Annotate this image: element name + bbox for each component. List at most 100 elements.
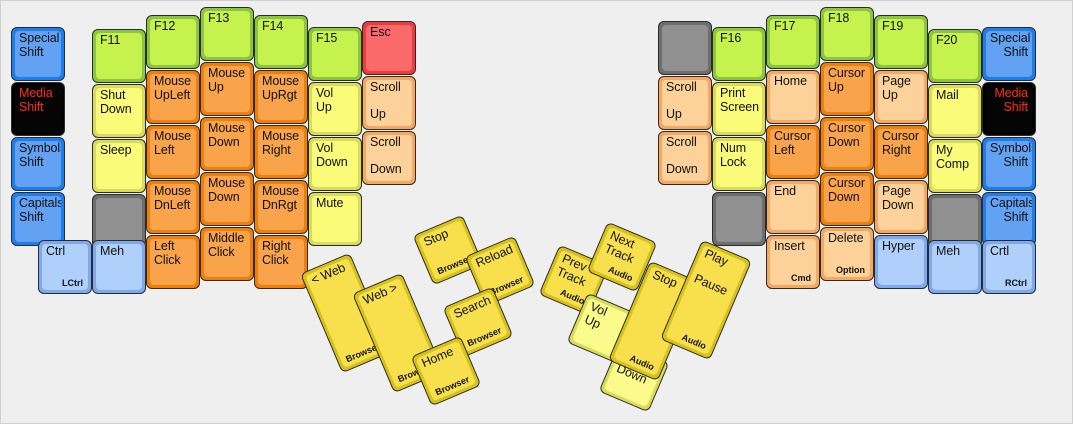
col-ring-key-4[interactable]: Left Click (146, 235, 200, 289)
key-label: Mouse UpRgt (262, 74, 300, 102)
col-middle-r-key-4[interactable]: Delete Option (820, 227, 874, 281)
col-index-inner-r-key-2[interactable]: Num Lock (712, 137, 766, 191)
col-ring-key-2[interactable]: Mouse Left (146, 125, 200, 179)
key-label: F13 (208, 11, 230, 25)
col-pinky-key-1[interactable]: Shut Down (92, 84, 146, 138)
col-ring-key-3[interactable]: Mouse DnLeft (146, 180, 200, 234)
key-label: Cursor Down (828, 121, 865, 149)
key-cap: Capitals Shift (15, 196, 61, 242)
col-pinky-outer-key-1[interactable]: Media Shift (11, 82, 65, 136)
col-pinky-r-key-1[interactable]: Mail (928, 84, 982, 138)
col-index-r-key-0[interactable]: F17 (766, 15, 820, 69)
col-pinky-outer-r-key-1[interactable]: Media Shift (982, 82, 1036, 136)
key-cap: Stop Browser (417, 219, 479, 281)
key-label: Web > (360, 280, 400, 308)
key-cap: Scroll Up (662, 80, 708, 126)
col-middle-key-4[interactable]: Middle Click (200, 227, 254, 281)
col-ring-r-key-3[interactable]: Page Down (874, 180, 928, 234)
col-middle-r-key-1[interactable]: Cursor Up (820, 62, 874, 116)
col-ring-key-1[interactable]: Mouse UpLeft (146, 70, 200, 124)
col-middle-key-1[interactable]: Mouse Up (200, 62, 254, 116)
col-index-key-0[interactable]: F14 (254, 15, 308, 69)
col-extra-key-1[interactable]: Scroll Up (362, 76, 416, 130)
col-extra-key-0[interactable]: Esc (362, 21, 416, 75)
col-ring-key-0[interactable]: F12 (146, 15, 200, 69)
col-index-r-key-2[interactable]: Cursor Left (766, 125, 820, 179)
key-label: Mouse Up (208, 66, 246, 94)
key-sublabel: Audio (628, 353, 656, 373)
col-ring-r-key-4[interactable]: Hyper (874, 235, 928, 289)
col-pinky-r-key-2[interactable]: My Comp (928, 139, 982, 193)
key-cap: Media Shift (15, 86, 61, 132)
col-pinky-r-key-0[interactable]: F20 (928, 29, 982, 83)
key-ctrl-r[interactable]: Crtl RCtrl (982, 240, 1036, 294)
col-middle-key-3[interactable]: Mouse Down (200, 172, 254, 226)
key-label: Mouse DnLeft (154, 184, 192, 212)
col-ring-r-key-0[interactable]: F19 (874, 15, 928, 69)
col-middle-key-0[interactable]: F13 (200, 7, 254, 61)
col-extra-r-key-1[interactable]: Scroll Up (658, 76, 712, 130)
key-cap: Mail (932, 88, 978, 134)
key-label: Vol Down (316, 141, 348, 169)
col-ring-r-key-1[interactable]: Page Up (874, 70, 928, 124)
col-index-r-key-1[interactable]: Home (766, 70, 820, 124)
key-cap: Symbols Shift (15, 141, 61, 187)
key-label: Mute (316, 196, 344, 210)
col-index-r-key-4[interactable]: Insert Cmd (766, 235, 820, 289)
col-middle-r-key-2[interactable]: Cursor Down (820, 117, 874, 171)
key-label: End (774, 184, 796, 198)
col-pinky-outer-r-key-3[interactable]: Capitals Shift (982, 192, 1036, 246)
key-meh[interactable]: Meh (92, 240, 146, 294)
key-label: Cursor Down (828, 176, 865, 204)
col-extra-key-2[interactable]: Scroll Down (362, 131, 416, 185)
key-cap: F14 (258, 19, 304, 65)
col-middle-key-2[interactable]: Mouse Down (200, 117, 254, 171)
col-extra-r-key-0[interactable] (658, 21, 712, 75)
col-index-inner-r-key-3[interactable] (712, 192, 766, 246)
col-index-inner-r-key-1[interactable]: Print Screen (712, 82, 766, 136)
key-meh-r[interactable]: Meh (928, 240, 982, 294)
col-pinky-outer-key-3[interactable]: Capitals Shift (11, 192, 65, 246)
col-index-inner-key-1[interactable]: Vol Up (308, 82, 362, 136)
col-index-key-1[interactable]: Mouse UpRgt (254, 70, 308, 124)
key-cap: F18 (824, 11, 870, 57)
col-index-key-4[interactable]: Right Click (254, 235, 308, 289)
key-sublabel: LCtrl (62, 278, 83, 288)
key-ctrl[interactable]: Ctrl LCtrl (38, 240, 92, 294)
col-ring-r-key-2[interactable]: Cursor Right (874, 125, 928, 179)
col-pinky-outer-key-0[interactable]: Special Shift (11, 27, 65, 81)
col-middle-r-key-3[interactable]: Cursor Down (820, 172, 874, 226)
col-pinky-key-0[interactable]: F11 (92, 29, 146, 83)
col-extra-r-key-2[interactable]: Scroll Down (658, 131, 712, 185)
key-cap: F12 (150, 19, 196, 65)
col-index-key-2[interactable]: Mouse Right (254, 125, 308, 179)
col-index-inner-key-3[interactable]: Mute (308, 192, 362, 246)
col-pinky-outer-r-key-0[interactable]: Special Shift (982, 27, 1036, 81)
key-cap (96, 198, 142, 244)
col-index-r-key-3[interactable]: End (766, 180, 820, 234)
col-pinky-key-3[interactable] (92, 194, 146, 248)
col-index-inner-key-2[interactable]: Vol Down (308, 137, 362, 191)
key-label: Left Click (154, 239, 181, 267)
key-cap (716, 196, 762, 242)
key-sublabel: Browser (433, 374, 471, 398)
key-cap: Symbols Shift (986, 141, 1032, 187)
key-cap: Num Lock (716, 141, 762, 187)
key-cap: Capitals Shift (986, 196, 1032, 242)
key-label: Cursor Right (882, 129, 919, 157)
col-index-key-3[interactable]: Mouse DnRgt (254, 180, 308, 234)
key-label: Special Shift (19, 31, 60, 59)
col-index-inner-r-key-0[interactable]: F16 (712, 27, 766, 81)
col-pinky-key-2[interactable]: Sleep (92, 139, 146, 193)
key-label: Cursor Up (828, 66, 865, 94)
col-middle-r-key-0[interactable]: F18 (820, 7, 874, 61)
key-cap: Meh (96, 244, 142, 290)
key-label: Capitals Shift (990, 196, 1032, 224)
col-pinky-outer-key-2[interactable]: Symbols Shift (11, 137, 65, 191)
key-cap: Mouse Down (204, 176, 250, 222)
key-label: Num Lock (720, 141, 747, 169)
col-pinky-outer-r-key-2[interactable]: Symbols Shift (982, 137, 1036, 191)
col-index-inner-key-0[interactable]: F15 (308, 27, 362, 81)
key-sublabel: Browser (465, 325, 503, 349)
key-cap: Left Click (150, 239, 196, 285)
